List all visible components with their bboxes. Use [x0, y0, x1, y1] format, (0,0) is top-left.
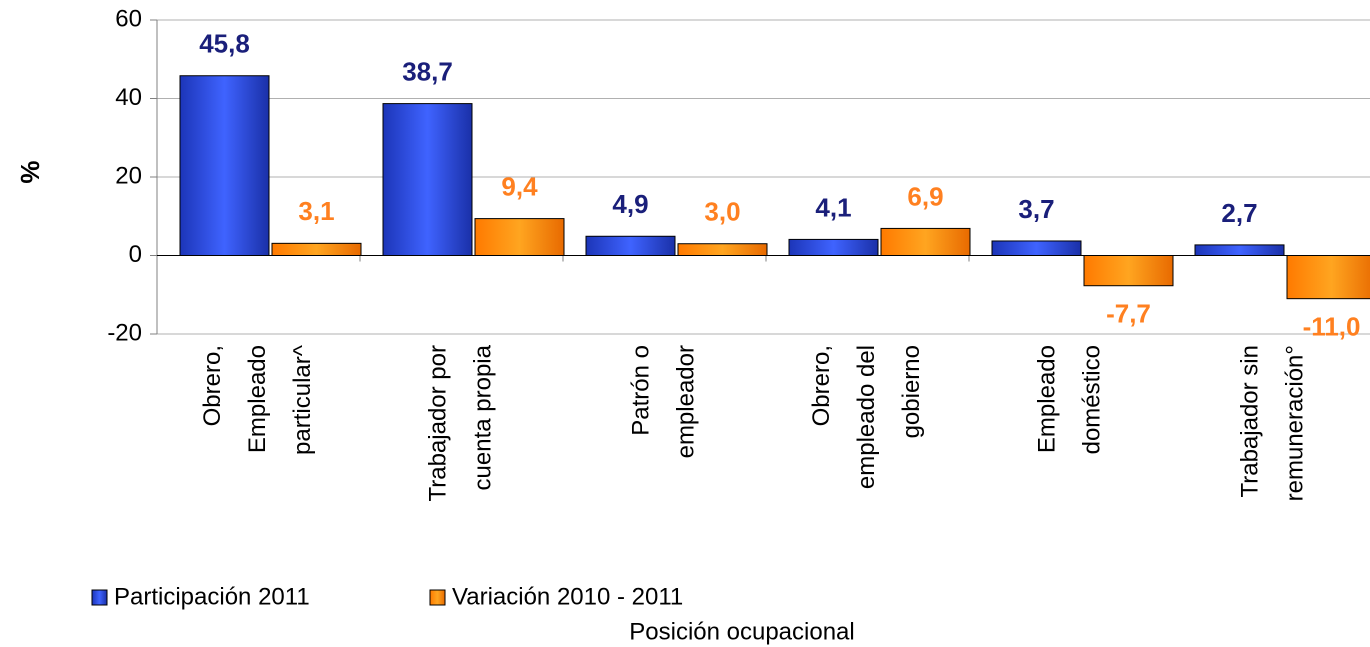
x-tick-label: cuenta propia: [469, 344, 496, 490]
x-tick-label: Patrón o: [627, 345, 654, 436]
bar: [179, 75, 270, 256]
bar: [991, 240, 1082, 256]
x-tick-label: Empleado: [1033, 345, 1060, 453]
x-tick-label: particular^: [289, 344, 316, 455]
x-tick-label: gobierno: [898, 345, 925, 438]
x-tick-label: Trabajador sin: [1236, 345, 1263, 498]
legend-label: Variación 2010 - 2011: [452, 583, 683, 610]
x-tick-label: Obrero,: [199, 345, 226, 426]
bar: [474, 218, 565, 256]
value-label: 4,9: [612, 189, 648, 219]
bar: [271, 242, 362, 257]
y-tick-label: 20: [115, 162, 142, 189]
bar: [677, 243, 768, 257]
x-tick-label: Empleado: [244, 345, 271, 453]
bar: [788, 238, 879, 257]
value-label: 3,7: [1018, 194, 1054, 224]
value-label: 45,8: [199, 29, 250, 59]
value-label: 3,1: [298, 196, 334, 226]
y-tick-label: 40: [115, 84, 142, 111]
value-label: 3,0: [704, 197, 740, 227]
value-label: 2,7: [1221, 198, 1257, 228]
x-tick-label: doméstico: [1078, 345, 1105, 454]
x-tick-label: remuneración°: [1281, 345, 1308, 501]
y-tick-label: -20: [107, 319, 142, 346]
value-label: 4,1: [815, 192, 851, 222]
x-tick-label: Trabajador por: [424, 345, 451, 502]
value-label: -7,7: [1106, 299, 1151, 329]
legend-label: Participación 2011: [114, 583, 310, 610]
legend-swatch: [429, 589, 446, 606]
x-tick-label: Obrero,: [808, 345, 835, 426]
bar: [382, 103, 473, 257]
y-axis-title: %: [15, 160, 45, 183]
value-label: 6,9: [907, 181, 943, 211]
bar: [1286, 255, 1370, 300]
bar: [880, 227, 971, 256]
legend-swatch: [91, 589, 108, 606]
bar: [1194, 244, 1285, 256]
x-tick-label: empleador: [672, 345, 699, 458]
value-label: 38,7: [402, 56, 453, 86]
x-tick-label: empleado del: [853, 345, 880, 489]
bar: [1083, 255, 1174, 287]
x-axis-title: Posición ocupacional: [629, 618, 854, 645]
y-tick-label: 0: [129, 241, 142, 268]
bar: [585, 235, 676, 257]
value-label: 9,4: [501, 171, 538, 201]
y-tick-label: 60: [115, 5, 142, 32]
value-label: -11,0: [1303, 312, 1361, 342]
